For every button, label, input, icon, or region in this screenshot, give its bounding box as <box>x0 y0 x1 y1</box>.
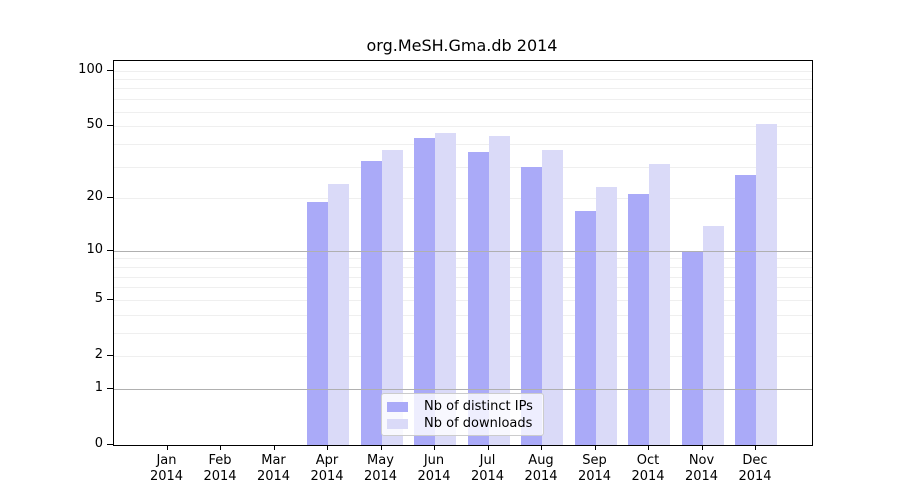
x-tick-label-nov: Nov 2014 <box>684 453 719 484</box>
x-tick-mark <box>541 445 542 450</box>
gridline-minor <box>114 276 812 278</box>
x-tick-mark <box>273 445 275 450</box>
x-tick-mark <box>487 445 489 450</box>
plot-area <box>113 60 813 446</box>
y-tick-mark <box>107 197 113 199</box>
bar-distinct-ips-oct <box>628 194 649 445</box>
y-tick-label: 50 <box>86 117 103 132</box>
x-tick-mark <box>327 445 328 450</box>
gridline-major <box>114 389 812 391</box>
x-tick-label-mar: Mar 2014 <box>256 453 291 484</box>
gridline-minor <box>114 314 812 316</box>
bar-downloads-sep <box>595 187 617 445</box>
gridline-minor <box>114 126 812 127</box>
bar-distinct-ips-jun <box>414 138 435 445</box>
y-tick-label: 20 <box>86 189 103 205</box>
gridline-minor <box>114 258 812 260</box>
x-tick-label-feb: Feb 2014 <box>203 453 237 484</box>
gridline-minor <box>114 287 812 289</box>
x-tick-label-jun: Jun 2014 <box>417 453 451 484</box>
x-tick-mark <box>648 445 649 450</box>
x-tick-mark <box>380 445 382 450</box>
bar-downloads-jul <box>488 136 510 445</box>
legend: Nb of distinct IPs Nb of downloads <box>381 393 544 436</box>
bar-downloads-oct <box>649 163 670 445</box>
y-tick-mark <box>107 69 113 71</box>
bar-downloads-nov <box>702 225 724 445</box>
bar-distinct-ips-nov <box>681 250 703 445</box>
bar-downloads-jun <box>435 132 456 445</box>
y-tick-mark <box>107 443 113 445</box>
x-tick-label-may: May 2014 <box>363 453 398 484</box>
bar-distinct-ips-jul <box>467 152 489 445</box>
gridline-minor <box>114 332 812 334</box>
gridline-minor <box>114 99 812 101</box>
y-tick-mark <box>107 298 113 300</box>
y-tick-label: 0 <box>94 435 103 451</box>
chart-title: org.MeSH.Gma.db 2014 <box>366 36 558 55</box>
x-tick-mark <box>220 445 221 450</box>
y-tick-mark <box>107 388 113 390</box>
bar-distinct-ips-sep <box>574 210 596 445</box>
y-tick-label: 5 <box>94 290 103 306</box>
legend-swatch-distinct-ips <box>387 401 408 412</box>
y-tick-mark <box>107 125 113 126</box>
legend-label-downloads: Nb of downloads <box>424 416 533 431</box>
legend-label-distinct-ips: Nb of distinct IPs <box>424 399 533 414</box>
gridline-minor <box>114 267 812 268</box>
gridline-minor <box>114 111 812 113</box>
y-tick-mark <box>107 249 113 251</box>
gridline-minor <box>114 88 812 90</box>
y-tick-label: 10 <box>86 241 103 257</box>
gridline-minor <box>114 299 812 301</box>
legend-item-distinct-ips: Nb of distinct IPs <box>387 398 543 415</box>
y-tick-label: 100 <box>78 61 103 77</box>
gridline-minor <box>114 79 812 80</box>
x-tick-label-oct: Oct 2014 <box>631 453 665 484</box>
legend-item-downloads: Nb of downloads <box>387 415 543 432</box>
x-tick-label-dec: Dec 2014 <box>738 453 772 484</box>
x-tick-label-apr: Apr 2014 <box>310 453 344 484</box>
bar-distinct-ips-dec <box>735 174 756 445</box>
x-tick-label-jan: Jan 2014 <box>149 453 184 484</box>
gridline-minor <box>114 143 812 145</box>
gridline-minor <box>114 70 812 72</box>
x-tick-mark <box>166 445 168 450</box>
gridline-minor <box>114 166 812 168</box>
bar-distinct-ips-may <box>360 161 382 445</box>
x-tick-mark <box>701 445 703 450</box>
y-tick-label: 1 <box>94 380 103 396</box>
gridline-minor <box>114 198 812 200</box>
x-tick-mark <box>755 445 756 450</box>
gridline-major <box>114 250 812 252</box>
x-tick-label-sep: Sep 2014 <box>577 453 612 484</box>
gridline-minor <box>114 356 812 358</box>
x-tick-label-aug: Aug 2014 <box>524 453 558 484</box>
y-tick-mark <box>107 355 113 357</box>
legend-swatch-downloads <box>387 418 408 429</box>
bar-downloads-may <box>381 149 403 445</box>
bar-downloads-aug <box>542 149 563 445</box>
x-tick-mark <box>594 445 596 450</box>
bar-downloads-dec <box>756 124 777 445</box>
x-tick-mark <box>434 445 435 450</box>
x-tick-label-jul: Jul 2014 <box>470 453 505 484</box>
bar-distinct-ips-aug <box>521 166 542 445</box>
bar-distinct-ips-apr <box>307 202 328 445</box>
bar-downloads-apr <box>328 183 349 445</box>
y-tick-label: 2 <box>94 347 103 363</box>
